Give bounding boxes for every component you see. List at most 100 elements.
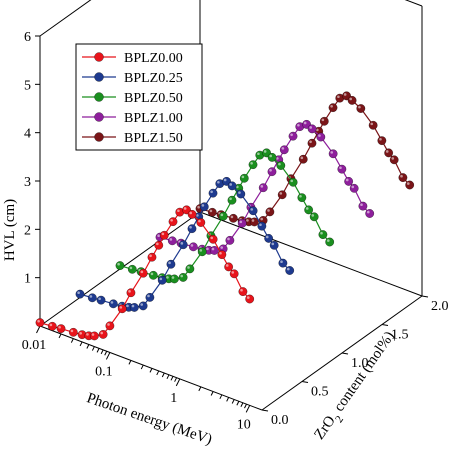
- data-point: [105, 321, 115, 331]
- data-point: [167, 236, 177, 246]
- x-tick-label: 10: [237, 417, 251, 432]
- data-point-highlight: [229, 183, 233, 186]
- data-point: [138, 301, 148, 311]
- data-point: [285, 266, 295, 275]
- data-point-highlight: [117, 262, 120, 266]
- data-point: [298, 154, 308, 164]
- data-point-highlight: [230, 215, 234, 219]
- data-point-highlight: [209, 209, 213, 213]
- data-point-highlight: [311, 214, 315, 217]
- data-point: [265, 207, 275, 217]
- z-tick-mark: [261, 409, 269, 412]
- data-point: [185, 264, 195, 274]
- data-point: [170, 274, 179, 284]
- data-point-highlight: [280, 260, 283, 264]
- data-point-highlight: [199, 249, 203, 252]
- x-minor-tick-mark: [58, 333, 62, 339]
- data-point-highlight: [269, 154, 273, 158]
- data-point: [168, 217, 178, 227]
- data-point-highlight: [290, 133, 293, 137]
- legend-label: BPLZ0.25: [124, 71, 183, 86]
- y-tick-label: 4: [24, 127, 31, 142]
- data-point-highlight: [190, 244, 194, 247]
- data-point-highlight: [391, 157, 395, 160]
- z-axis-title-rest: content (mol%): [329, 329, 398, 418]
- data-point-highlight: [400, 174, 403, 178]
- data-point: [288, 177, 298, 187]
- x-minor-tick-mark: [236, 401, 240, 406]
- data-point: [126, 288, 136, 298]
- data-point-highlight: [187, 266, 190, 269]
- data-point: [377, 136, 387, 146]
- x-minor-tick-mark: [231, 399, 235, 404]
- data-point-highlight: [223, 178, 227, 182]
- data-point-highlight: [180, 242, 184, 245]
- data-point: [276, 161, 286, 170]
- data-point-highlight: [219, 251, 222, 255]
- data-point-highlight: [231, 271, 235, 274]
- data-point-highlight: [180, 274, 184, 278]
- data-point-highlight: [316, 128, 319, 132]
- data-point: [278, 258, 288, 268]
- data-point-highlight: [276, 157, 279, 160]
- data-point: [237, 218, 247, 228]
- data-point: [319, 116, 329, 126]
- data-point-highlight: [257, 152, 260, 156]
- data-point-highlight: [345, 178, 349, 182]
- data-point: [147, 252, 157, 262]
- data-point: [349, 183, 359, 193]
- data-point: [130, 303, 139, 312]
- x-tick-label: 0.01: [22, 338, 47, 353]
- data-point-highlight: [251, 219, 255, 222]
- data-point-highlight: [260, 217, 264, 221]
- data-point-highlight: [286, 267, 290, 271]
- data-point: [117, 304, 127, 314]
- data-point-highlight: [299, 194, 302, 198]
- data-point: [405, 180, 415, 190]
- data-point-highlight: [98, 297, 101, 301]
- data-point-highlight: [225, 264, 229, 267]
- data-point: [227, 195, 237, 205]
- data-point-highlight: [189, 211, 193, 215]
- x-minor-tick-mark: [156, 370, 160, 376]
- data-point: [208, 234, 218, 244]
- data-point-highlight: [170, 218, 173, 222]
- data-point-highlight: [201, 204, 205, 207]
- data-point-highlight: [279, 192, 283, 195]
- data-point: [365, 209, 375, 218]
- data-point-highlight: [339, 166, 342, 170]
- data-point-highlight: [330, 104, 333, 108]
- data-point-highlight: [370, 122, 374, 126]
- x-minor-tick-mark: [104, 351, 108, 356]
- data-point: [207, 207, 217, 217]
- y-tick-label: 3: [24, 175, 31, 190]
- data-point: [35, 318, 45, 327]
- data-point-highlight: [140, 303, 144, 306]
- data-point: [307, 124, 317, 134]
- data-point-highlight: [303, 121, 307, 125]
- data-point-highlight: [58, 325, 61, 329]
- data-point: [318, 230, 328, 239]
- data-point: [197, 247, 207, 257]
- data-point-highlight: [220, 213, 224, 217]
- data-point: [178, 240, 188, 250]
- data-point-highlight: [326, 239, 330, 242]
- data-point: [316, 132, 326, 142]
- data-point-highlight: [159, 277, 163, 281]
- data-point: [267, 167, 277, 177]
- legend-label: BPLZ1.50: [124, 131, 183, 146]
- data-point-highlight: [149, 254, 152, 258]
- data-point-highlight: [246, 296, 250, 299]
- data-point-highlight: [166, 276, 169, 279]
- x-major-tick-mark: [105, 352, 111, 360]
- data-point-highlight: [385, 150, 389, 153]
- data-point-highlight: [169, 238, 173, 241]
- axis-ticks: 1 2 3 4 5 6 0.01 0.1 1 10 0.0 0.5 1.0 1.5 2.0: [22, 30, 449, 432]
- x-major-tick-mark: [245, 405, 251, 413]
- data-point-highlight: [246, 219, 249, 222]
- y-tick-label: 6: [24, 30, 31, 45]
- data-point: [199, 202, 209, 212]
- top-left-edge: [39, 0, 92, 37]
- x-minor-tick-mark: [240, 402, 244, 408]
